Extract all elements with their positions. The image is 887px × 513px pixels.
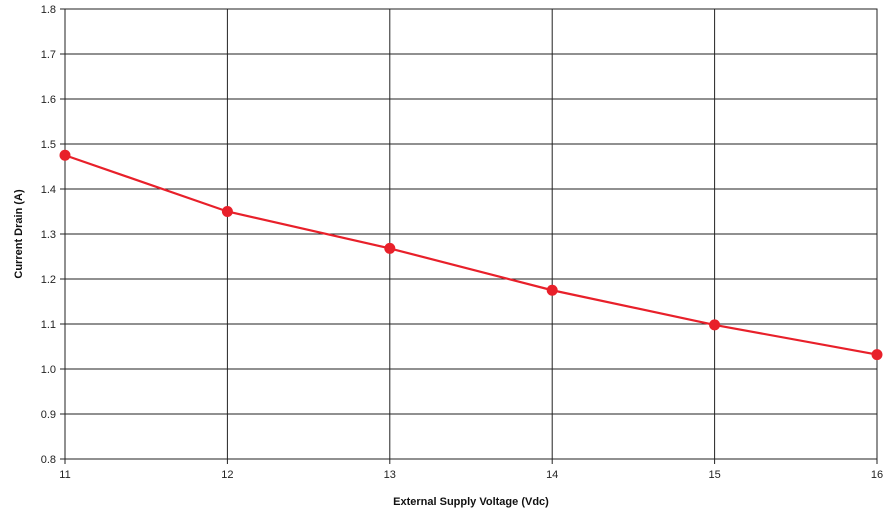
y-tick-label: 1.2 [41, 274, 56, 286]
data-point [871, 349, 883, 361]
data-point [59, 149, 71, 161]
x-tick-label: 12 [221, 469, 233, 481]
data-point [384, 242, 396, 254]
grid [64, 8, 878, 460]
y-axis: 0.8 0.9 1.0 1.1 1.2 1.3 1.4 1.5 1.6 1.7 1.8 [41, 4, 65, 466]
y-tick-label: 1.5 [41, 139, 56, 151]
data-point [709, 319, 721, 331]
series-group [59, 149, 883, 361]
y-tick-label: 1.0 [41, 364, 56, 376]
x-tick-label: 14 [546, 469, 558, 481]
x-tick-label: 15 [708, 469, 720, 481]
y-tick-label: 1.6 [41, 94, 56, 106]
y-tick-label: 0.8 [41, 454, 56, 466]
x-axis: 11 12 13 14 15 16 [59, 459, 883, 481]
x-tick-label: 16 [871, 469, 883, 481]
y-tick-label: 0.9 [41, 409, 56, 421]
data-point [546, 284, 558, 296]
x-tick-label: 11 [59, 469, 70, 481]
y-axis-title: Current Drain (A) [13, 189, 25, 279]
y-tick-label: 1.7 [41, 49, 56, 61]
data-point [221, 206, 233, 217]
y-tick-label: 1.3 [41, 229, 56, 241]
x-tick-label: 13 [384, 469, 396, 481]
x-axis-title: External Supply Voltage (Vdc) [393, 496, 549, 508]
y-tick-label: 1.4 [41, 184, 56, 196]
series-line [64, 154, 878, 356]
y-tick-label: 1.1 [41, 319, 56, 331]
y-tick-label: 1.8 [41, 4, 56, 16]
